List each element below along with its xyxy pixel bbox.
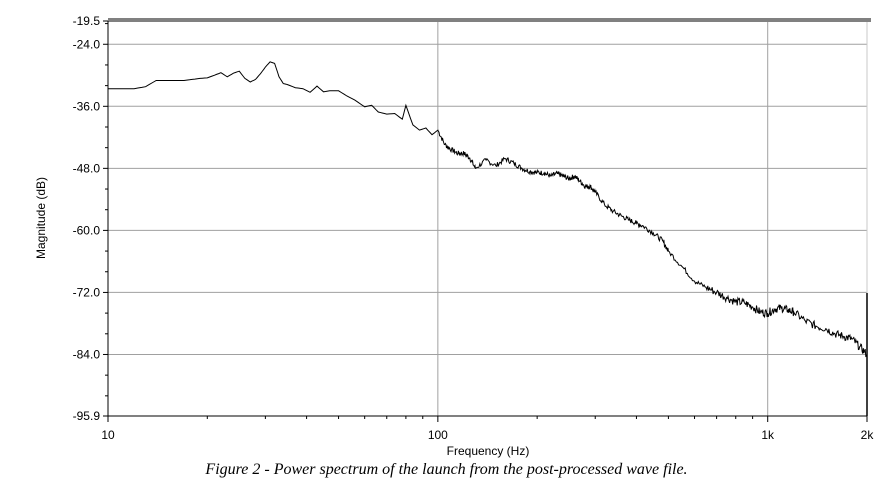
spectrum-line [108, 61, 868, 358]
y-tick-label: -19.5 [73, 14, 101, 28]
y-tick-label: -48.0 [73, 161, 101, 175]
x-axis-title: Frequency (Hz) [447, 444, 530, 458]
y-tick-label: -84.0 [73, 347, 101, 361]
x-axis-ticks: 10 100 1k 2k [101, 416, 874, 442]
y-tick-label: -95.9 [73, 409, 101, 423]
y-tick-label: -60.0 [73, 223, 101, 237]
x-tick-label: 2k [861, 428, 875, 442]
plot-border [107, 20, 868, 417]
x-tick-label: 10 [101, 428, 115, 442]
grid-lines [108, 21, 867, 416]
plot-frame [107, 18, 871, 417]
y-tick-label: -72.0 [73, 285, 101, 299]
y-axis-ticks: -19.5 -24.0 -36.0 -48.0 -60.0 -72.0 -84.0 -95.9 [73, 14, 108, 423]
y-tick-label: -24.0 [73, 37, 101, 51]
y-axis-title: Magnitude (dB) [34, 177, 48, 259]
y-tick-label: -36.0 [73, 99, 101, 113]
figure-caption: Figure 2 - Power spectrum of the launch … [205, 461, 688, 478]
x-tick-label: 100 [428, 428, 448, 442]
x-tick-label: 1k [761, 428, 775, 442]
